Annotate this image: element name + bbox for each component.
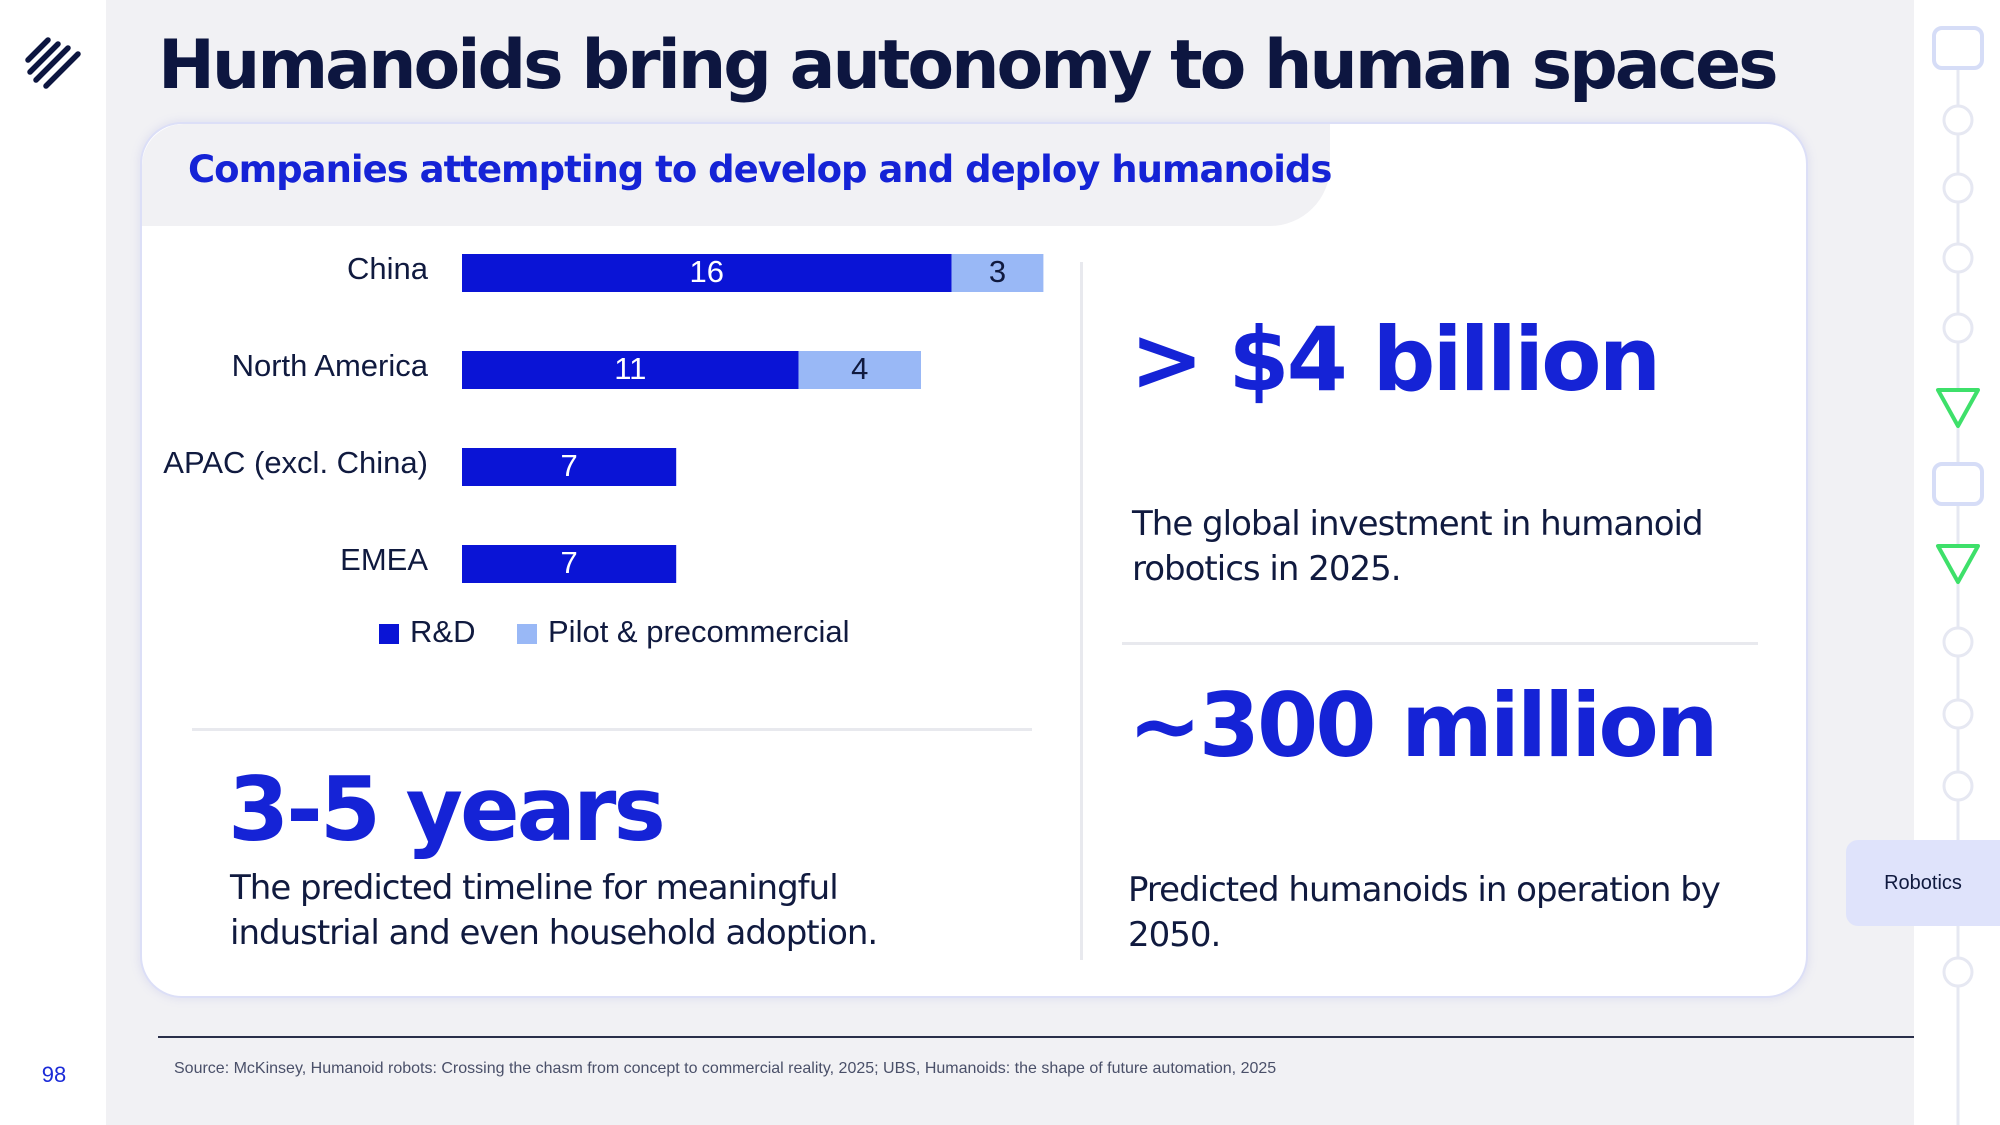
legend-swatch bbox=[517, 624, 537, 644]
bar-segment bbox=[462, 545, 677, 583]
circle-icon[interactable] bbox=[1942, 956, 1974, 988]
circle-icon[interactable] bbox=[1942, 698, 1974, 730]
rounded-square-icon[interactable] bbox=[1932, 462, 1984, 506]
legend-swatch bbox=[379, 624, 399, 644]
card-subtitle: Companies attempting to develop and depl… bbox=[188, 148, 1332, 191]
legend-label: R&D bbox=[410, 614, 475, 649]
bar-segment bbox=[951, 254, 1044, 292]
triangle-down-icon[interactable] bbox=[1936, 544, 1980, 584]
card-header-tab bbox=[142, 124, 1330, 226]
stat-years-value: 3-5 years bbox=[228, 758, 666, 861]
right-divider bbox=[1122, 642, 1758, 645]
circle-icon[interactable] bbox=[1942, 312, 1974, 344]
bar-value-label: 3 bbox=[989, 254, 1006, 289]
stat-humanoids-description: Predicted humanoids in operation by 2050… bbox=[1128, 870, 1721, 955]
page-title: Humanoids bring autonomy to human spaces bbox=[158, 26, 1779, 105]
left-sidebar: 98 bbox=[0, 0, 106, 1125]
section-progress-rail bbox=[1932, 26, 1984, 1125]
category-label: EMEA bbox=[340, 542, 428, 577]
bar-segment bbox=[462, 448, 677, 486]
bar-value-label: 4 bbox=[851, 351, 868, 386]
bar-value-label: 7 bbox=[560, 545, 577, 580]
bar-value-label: 16 bbox=[690, 254, 724, 289]
left-divider bbox=[192, 728, 1032, 731]
bar-segment bbox=[462, 254, 952, 292]
content-card: Companies attempting to develop and depl… bbox=[140, 122, 1808, 998]
bar-value-label: 7 bbox=[560, 448, 577, 483]
bar-segment bbox=[462, 351, 799, 389]
bar-segment bbox=[798, 351, 921, 389]
rounded-square-icon[interactable] bbox=[1932, 26, 1984, 70]
category-label: APAC (excl. China) bbox=[163, 445, 428, 480]
circle-icon[interactable] bbox=[1942, 770, 1974, 802]
progress-sidebar bbox=[1914, 0, 2000, 1125]
source-divider bbox=[158, 1036, 1914, 1038]
stat-investment-value: > $4 billion bbox=[1130, 308, 1661, 411]
legend-label: Pilot & precommercial bbox=[548, 614, 849, 649]
category-label: China bbox=[347, 251, 429, 286]
source-note: Source: McKinsey, Humanoid robots: Cross… bbox=[174, 1060, 1277, 1077]
brand-logo-icon bbox=[25, 37, 81, 89]
circle-icon[interactable] bbox=[1942, 242, 1974, 274]
triangle-down-icon[interactable] bbox=[1936, 388, 1980, 428]
progress-marks bbox=[1932, 26, 1984, 988]
page-number: 98 bbox=[41, 1062, 67, 1087]
vertical-divider bbox=[1080, 262, 1083, 960]
circle-icon[interactable] bbox=[1942, 172, 1974, 204]
category-label: North America bbox=[232, 348, 429, 383]
section-tab-robotics[interactable]: Robotics bbox=[1846, 840, 2000, 926]
circle-icon[interactable] bbox=[1942, 626, 1974, 658]
companies-bar-chart: China 16 3 North America 11 4 APAC (excl. Chin… bbox=[163, 251, 1044, 649]
circle-icon[interactable] bbox=[1942, 104, 1974, 136]
bar-value-label: 11 bbox=[614, 351, 646, 386]
stat-investment-description: The global investment in humanoid roboti… bbox=[1132, 504, 1704, 589]
stat-humanoids-value: ~300 million bbox=[1128, 674, 1719, 777]
stat-years-description: The predicted timeline for meaningful in… bbox=[230, 868, 878, 953]
